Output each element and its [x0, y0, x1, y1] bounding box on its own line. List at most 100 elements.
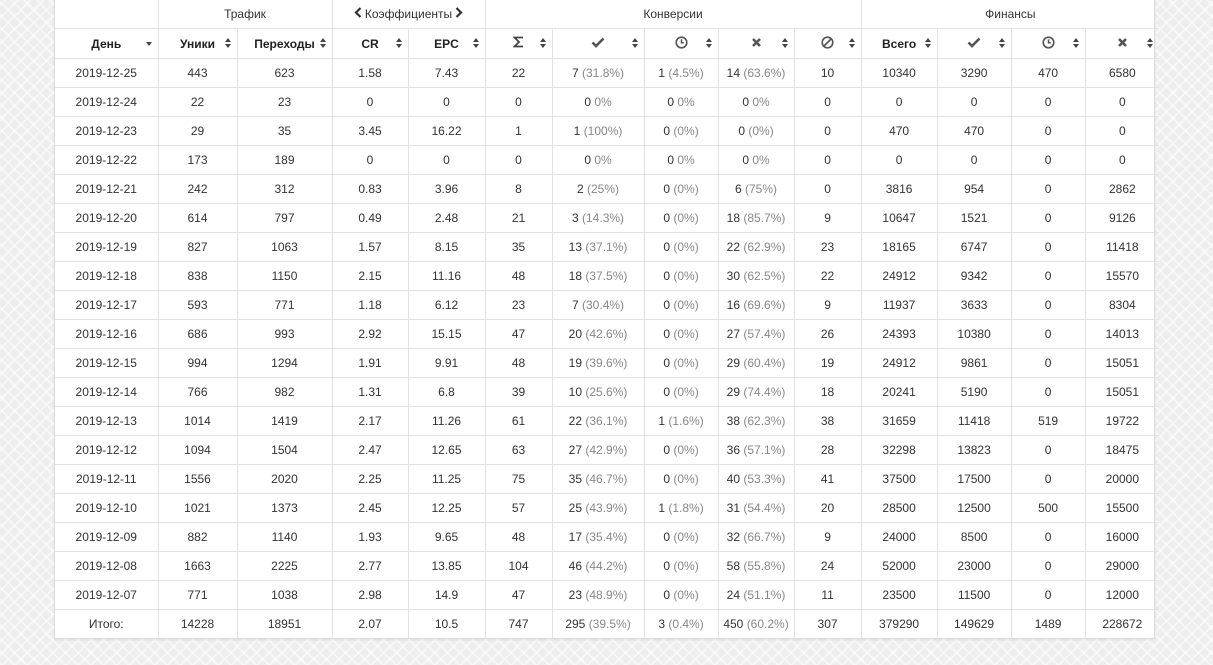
col-fin-rejected-header[interactable]	[1084, 28, 1160, 59]
sort-icon[interactable]	[319, 38, 326, 49]
cell-uniques: 614	[157, 203, 238, 233]
col-conv-approved-header[interactable]	[551, 28, 645, 59]
cell-trash: 23	[793, 232, 862, 262]
pending-pct: (0%)	[673, 559, 699, 573]
col-epc-header[interactable]: EPC	[407, 28, 486, 59]
sort-icon[interactable]	[631, 38, 638, 49]
cell-approved: 23 (48.9%)	[551, 580, 645, 610]
approved-value: 7	[571, 298, 579, 312]
column-header-row: День Уники Переходы CR EPC Всего	[55, 28, 1160, 59]
totals-fin-total: 379290	[860, 609, 938, 638]
cell-total: 63	[484, 435, 553, 465]
cell-fin-rejected: 15500	[1084, 493, 1160, 523]
table-row: 2019-12-09 882 1140 1.93 9.65 48 17 (35.4%) 0 (…	[55, 522, 1160, 552]
cell-rejected: 40 (53.3%)	[717, 464, 795, 494]
sort-icon[interactable]	[224, 38, 231, 49]
cell-epc: 11.25	[407, 464, 486, 494]
cell-fin-approved: 11500	[936, 580, 1012, 610]
pending-value: 1	[658, 501, 666, 515]
cell-epc: 9.65	[407, 522, 486, 552]
cell-rejected: 14 (63.6%)	[717, 58, 795, 88]
col-conv-trash-header[interactable]	[793, 28, 862, 59]
sort-desc-icon[interactable]	[145, 38, 152, 49]
col-fin-total-header[interactable]: Всего	[860, 28, 938, 59]
cell-clicks: 797	[236, 203, 333, 233]
col-fin-approved-header[interactable]	[936, 28, 1012, 59]
col-conv-rejected-header[interactable]	[717, 28, 795, 59]
cell-total: 104	[484, 551, 553, 581]
cell-rejected: 31 (54.4%)	[717, 493, 795, 523]
sort-icon[interactable]	[1147, 38, 1154, 49]
sigma-icon	[512, 36, 524, 51]
cell-uniques: 173	[157, 145, 238, 175]
col-uniques-header[interactable]: Уники	[157, 28, 238, 59]
sort-icon[interactable]	[705, 38, 712, 49]
cell-rejected: 38 (62.3%)	[717, 406, 795, 436]
cell-cr: 3.45	[331, 116, 409, 146]
col-clicks-header[interactable]: Переходы	[236, 28, 333, 59]
sort-icon[interactable]	[998, 38, 1005, 49]
col-cr-label: CR	[361, 36, 379, 51]
cell-pending: 0 (0%)	[643, 348, 719, 378]
totals-pending-pct: (0.4%)	[668, 617, 704, 631]
approved-pct: (42.9%)	[585, 443, 628, 457]
cell-day: 2019-12-22	[55, 145, 159, 175]
sort-icon[interactable]	[848, 38, 855, 49]
cell-fin-approved: 23000	[936, 551, 1012, 581]
sort-icon[interactable]	[395, 38, 402, 49]
col-epc-label: EPC	[434, 36, 459, 51]
cell-trash: 38	[793, 406, 862, 436]
pending-pct: (0%)	[673, 269, 699, 283]
pending-value: 0	[663, 588, 671, 602]
sort-icon[interactable]	[781, 38, 788, 49]
col-conv-pending-header[interactable]	[643, 28, 719, 59]
cell-trash: 0	[793, 87, 862, 117]
cell-fin-pending: 0	[1010, 145, 1086, 175]
sort-icon[interactable]	[924, 38, 931, 49]
cell-pending: 0 0%	[643, 87, 719, 117]
cell-fin-approved: 17500	[936, 464, 1012, 494]
cell-pending: 0 (0%)	[643, 464, 719, 494]
cell-clicks: 1063	[236, 232, 333, 262]
cell-cr: 1.58	[331, 58, 409, 88]
approved-pct: (37.5%)	[585, 269, 628, 283]
cell-total: 1	[484, 116, 553, 146]
col-conv-total-header[interactable]	[484, 28, 553, 59]
cell-day: 2019-12-17	[55, 290, 159, 320]
group-finance: Финансы	[860, 0, 1160, 29]
approved-pct: (25%)	[587, 182, 620, 196]
cell-approved: 27 (42.9%)	[551, 435, 645, 465]
approved-pct: (39.6%)	[585, 356, 628, 370]
cell-clicks: 982	[236, 377, 333, 407]
cell-approved: 0 0%	[551, 87, 645, 117]
cell-fin-total: 24000	[860, 522, 938, 552]
cell-pending: 0 (0%)	[643, 522, 719, 552]
approved-pct: 0%	[594, 153, 612, 167]
cell-fin-pending: 0	[1010, 174, 1086, 204]
cell-day: 2019-12-20	[55, 203, 159, 233]
rejected-value: 0	[742, 95, 750, 109]
cell-rejected: 0 0%	[717, 145, 795, 175]
cell-cr: 1.57	[331, 232, 409, 262]
table-row: 2019-12-19 827 1063 1.57 8.15 35 13 (37.1%) 0 (…	[55, 232, 1160, 262]
chevron-right-icon[interactable]	[455, 7, 464, 21]
cell-trash: 9	[793, 522, 862, 552]
cell-epc: 12.65	[407, 435, 486, 465]
cell-epc: 3.96	[407, 174, 486, 204]
pending-pct: (0%)	[673, 588, 699, 602]
cell-cr: 2.15	[331, 261, 409, 291]
rejected-pct: (57.4%)	[743, 327, 786, 341]
sort-icon[interactable]	[1072, 38, 1079, 49]
sort-icon[interactable]	[472, 38, 479, 49]
chevron-left-icon[interactable]	[353, 7, 362, 21]
cell-epc: 6.8	[407, 377, 486, 407]
col-cr-header[interactable]: CR	[331, 28, 409, 59]
rejected-pct: (63.6%)	[743, 66, 786, 80]
col-day-header[interactable]: День	[55, 28, 159, 59]
approved-pct: (48.9%)	[585, 588, 628, 602]
col-fin-pending-header[interactable]	[1010, 28, 1086, 59]
cell-fin-approved: 9342	[936, 261, 1012, 291]
rejected-pct: (75%)	[745, 182, 778, 196]
cell-clicks: 1150	[236, 261, 333, 291]
sort-icon[interactable]	[539, 38, 546, 49]
